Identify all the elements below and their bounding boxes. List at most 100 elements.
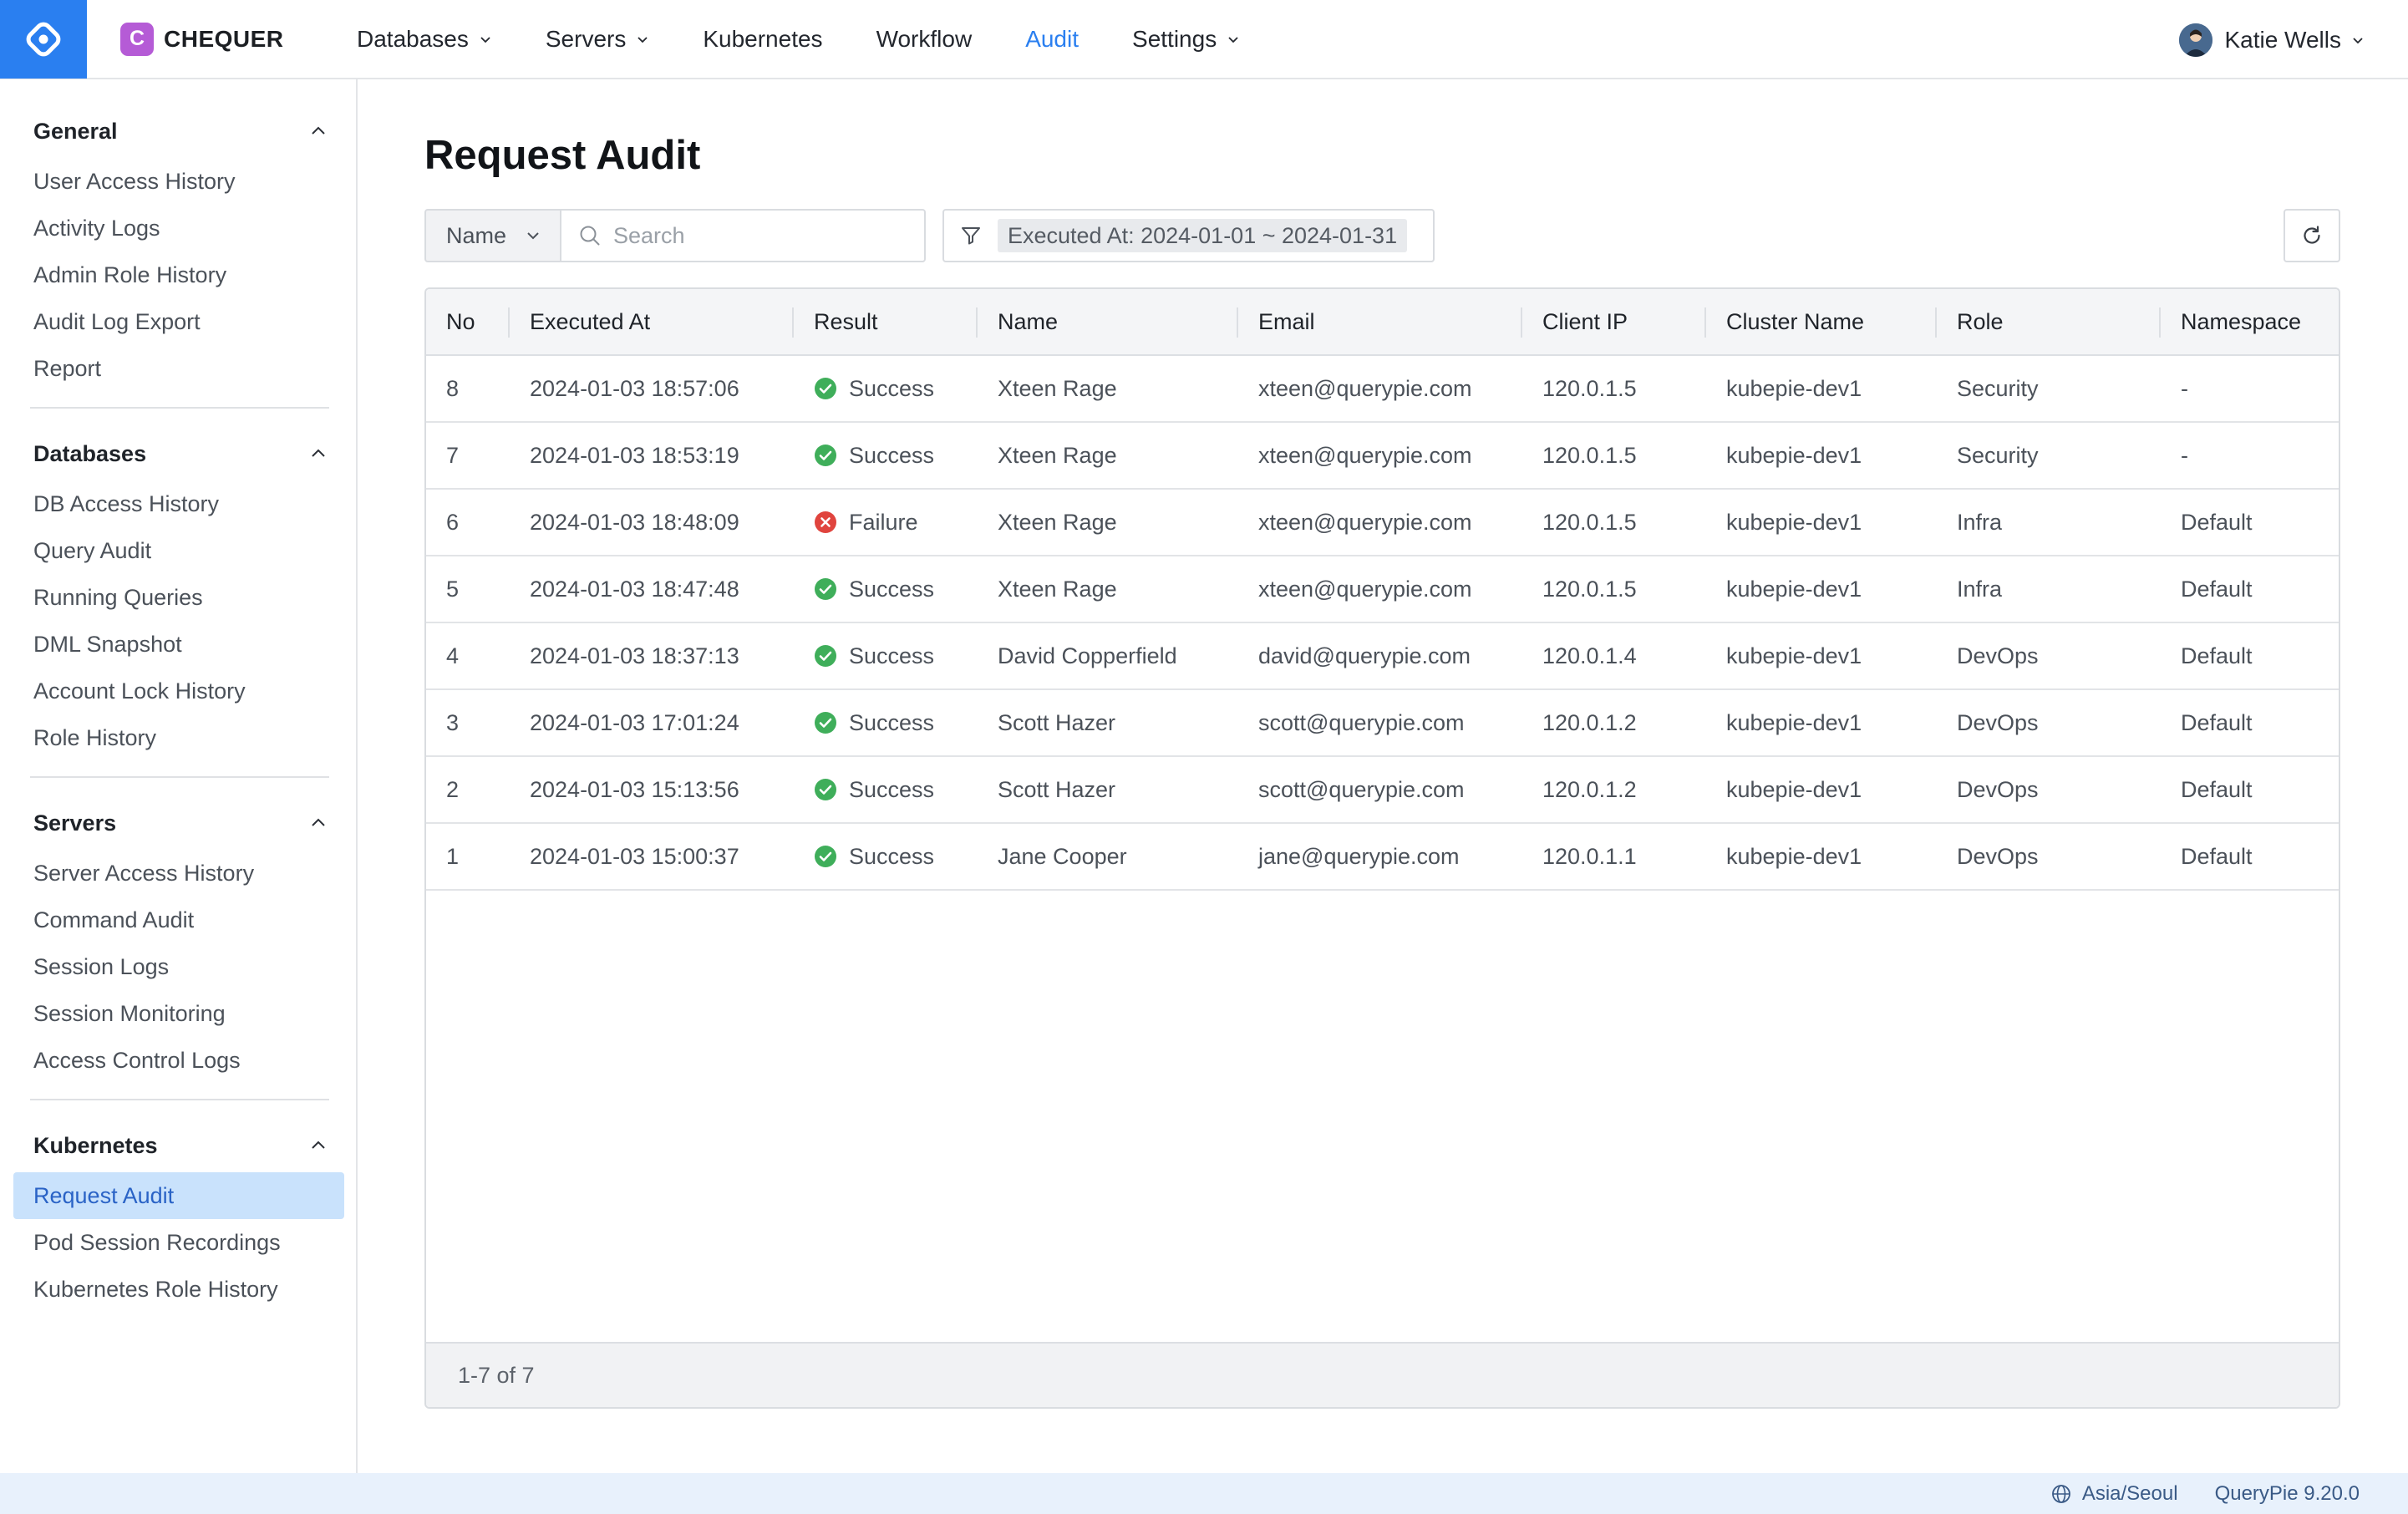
- sidebar-item-admin-role-history[interactable]: Admin Role History: [33, 262, 227, 287]
- cell-client-ip: 120.0.1.2: [1542, 776, 1637, 802]
- sidebar-item-session-monitoring[interactable]: Session Monitoring: [33, 1000, 226, 1026]
- nav-servers[interactable]: Servers: [546, 0, 649, 79]
- column-separator: [1704, 307, 1706, 338]
- column-header-namespace[interactable]: Namespace: [2181, 308, 2302, 334]
- sidebar-section-title: Databases: [33, 440, 147, 466]
- table-row[interactable]: 8 2024-01-03 18:57:06 Success Xteen Rage xte…: [426, 356, 2339, 423]
- result-label: Success: [849, 375, 935, 401]
- sidebar-section-kubernetes[interactable]: Kubernetes: [33, 1129, 328, 1162]
- column-header-executed-at[interactable]: Executed At: [530, 308, 651, 334]
- organization-badge: C: [120, 22, 154, 56]
- result-label: Success: [849, 709, 935, 735]
- result-label: Success: [849, 776, 935, 802]
- column-separator: [508, 307, 510, 338]
- cell-role: DevOps: [1957, 843, 2039, 869]
- sidebar-section-databases[interactable]: Databases: [33, 437, 328, 470]
- timezone-indicator[interactable]: Asia/Seoul: [2050, 1482, 2178, 1506]
- sidebar-item-pod-session-recordings[interactable]: Pod Session Recordings: [33, 1229, 281, 1255]
- filter-box[interactable]: Executed At: 2024-01-01 ~ 2024-01-31: [942, 209, 1435, 262]
- column-header-no[interactable]: No: [446, 308, 475, 334]
- sidebar-section-title: Servers: [33, 810, 117, 836]
- sidebar-item-server-access-history[interactable]: Server Access History: [33, 860, 255, 886]
- column-header-cluster-name[interactable]: Cluster Name: [1726, 308, 1865, 334]
- result-label: Success: [849, 576, 935, 602]
- sidebar-section-title: Kubernetes: [33, 1132, 158, 1158]
- nav-audit-label: Audit: [1025, 25, 1080, 52]
- sidebar-item-user-access-history[interactable]: User Access History: [33, 168, 236, 194]
- cell-namespace: Default: [2181, 776, 2253, 802]
- sidebar-item-account-lock-history[interactable]: Account Lock History: [33, 678, 246, 704]
- column-header-email[interactable]: Email: [1258, 308, 1315, 334]
- check-circle-icon: [815, 712, 836, 734]
- sidebar-item-kubernetes-role-history[interactable]: Kubernetes Role History: [33, 1276, 278, 1302]
- sidebar-section-servers[interactable]: Servers: [33, 806, 328, 840]
- home-logo-button[interactable]: [0, 0, 87, 79]
- table-row[interactable]: 2 2024-01-03 15:13:56 Success Scott Hazer sc…: [426, 757, 2339, 824]
- sidebar-item-access-control-logs[interactable]: Access Control Logs: [33, 1047, 241, 1073]
- table-row[interactable]: 6 2024-01-03 18:48:09 Failure Xteen Rage xte…: [426, 490, 2339, 556]
- search-input[interactable]: [613, 222, 914, 249]
- sidebar: General User Access History Activity Log…: [0, 79, 358, 1473]
- avatar: [2179, 23, 2213, 57]
- check-circle-icon: [815, 779, 836, 800]
- cell-name: Xteen Rage: [998, 509, 1117, 535]
- table-row[interactable]: 7 2024-01-03 18:53:19 Success Xteen Rage xte…: [426, 423, 2339, 490]
- table-row[interactable]: 1 2024-01-03 15:00:37 Success Jane Cooper ja…: [426, 824, 2339, 891]
- cell-cluster-name: kubepie-dev1: [1726, 576, 1862, 602]
- sidebar-item-command-audit[interactable]: Command Audit: [33, 907, 195, 932]
- cell-client-ip: 120.0.1.5: [1542, 576, 1637, 602]
- table-row[interactable]: 4 2024-01-03 18:37:13 Success David Copperf…: [426, 623, 2339, 690]
- cell-namespace: Default: [2181, 643, 2253, 668]
- result-label: Success: [849, 843, 935, 869]
- search-field-select[interactable]: Name: [424, 209, 561, 262]
- column-header-name[interactable]: Name: [998, 308, 1059, 334]
- table-body: 8 2024-01-03 18:57:06 Success Xteen Rage xte…: [426, 356, 2339, 891]
- user-menu[interactable]: Katie Wells: [2179, 0, 2365, 79]
- sidebar-item-dml-snapshot[interactable]: DML Snapshot: [33, 631, 182, 657]
- sidebar-item-request-audit[interactable]: Request Audit: [13, 1172, 344, 1219]
- check-circle-icon: [815, 445, 836, 466]
- nav-workflow[interactable]: Workflow: [876, 0, 973, 79]
- chevron-up-icon: [312, 449, 325, 457]
- cell-namespace: Default: [2181, 709, 2253, 735]
- search-box: [560, 209, 926, 262]
- sidebar-item-session-logs[interactable]: Session Logs: [33, 953, 170, 979]
- cell-cluster-name: kubepie-dev1: [1726, 643, 1862, 668]
- cell-email: scott@querypie.com: [1258, 709, 1465, 735]
- version-label: QueryPie 9.20.0: [2214, 1481, 2360, 1505]
- sidebar-item-activity-logs[interactable]: Activity Logs: [33, 215, 160, 241]
- cell-cluster-name: kubepie-dev1: [1726, 843, 1862, 869]
- sidebar-item-role-history[interactable]: Role History: [33, 724, 157, 750]
- table-row[interactable]: 3 2024-01-03 17:01:24 Success Scott Hazer sc…: [426, 690, 2339, 757]
- column-header-client-ip[interactable]: Client IP: [1542, 308, 1628, 334]
- sidebar-item-audit-log-export[interactable]: Audit Log Export: [33, 308, 201, 334]
- column-header-role[interactable]: Role: [1957, 308, 2004, 334]
- column-header-result[interactable]: Result: [814, 308, 878, 334]
- cell-no: 5: [446, 576, 460, 602]
- table-footer: 1-7 of 7: [426, 1342, 2339, 1407]
- nav-kubernetes[interactable]: Kubernetes: [703, 0, 822, 79]
- filter-chip-executed-at[interactable]: Executed At: 2024-01-01 ~ 2024-01-31: [998, 219, 1408, 252]
- cell-namespace: -: [2181, 442, 2188, 468]
- request-audit-table: No Executed At Result Name Email Client …: [424, 287, 2340, 1409]
- nav-databases[interactable]: Databases: [357, 0, 492, 79]
- nav-settings[interactable]: Settings: [1132, 0, 1240, 79]
- cell-no: 1: [446, 843, 460, 869]
- cell-no: 8: [446, 375, 460, 401]
- cell-executed-at: 2024-01-03 18:57:06: [530, 375, 739, 401]
- cell-no: 2: [446, 776, 460, 802]
- sidebar-item-db-access-history[interactable]: DB Access History: [33, 490, 220, 516]
- sidebar-section-general[interactable]: General: [33, 114, 328, 148]
- sidebar-item-running-queries[interactable]: Running Queries: [33, 584, 203, 610]
- table-row[interactable]: 5 2024-01-03 18:47:48 Success Xteen Rage xte…: [426, 556, 2339, 623]
- check-circle-icon: [815, 645, 836, 667]
- sidebar-item-query-audit[interactable]: Query Audit: [33, 537, 152, 563]
- organization-switcher[interactable]: C CHEQUER: [120, 22, 357, 56]
- nav-audit[interactable]: Audit: [1025, 0, 1079, 79]
- refresh-button[interactable]: [2284, 209, 2340, 262]
- sidebar-item-report[interactable]: Report: [33, 355, 102, 381]
- cell-email: jane@querypie.com: [1258, 843, 1460, 869]
- cell-role: Security: [1957, 442, 2039, 468]
- cell-client-ip: 120.0.1.4: [1542, 643, 1637, 668]
- cell-no: 6: [446, 509, 460, 535]
